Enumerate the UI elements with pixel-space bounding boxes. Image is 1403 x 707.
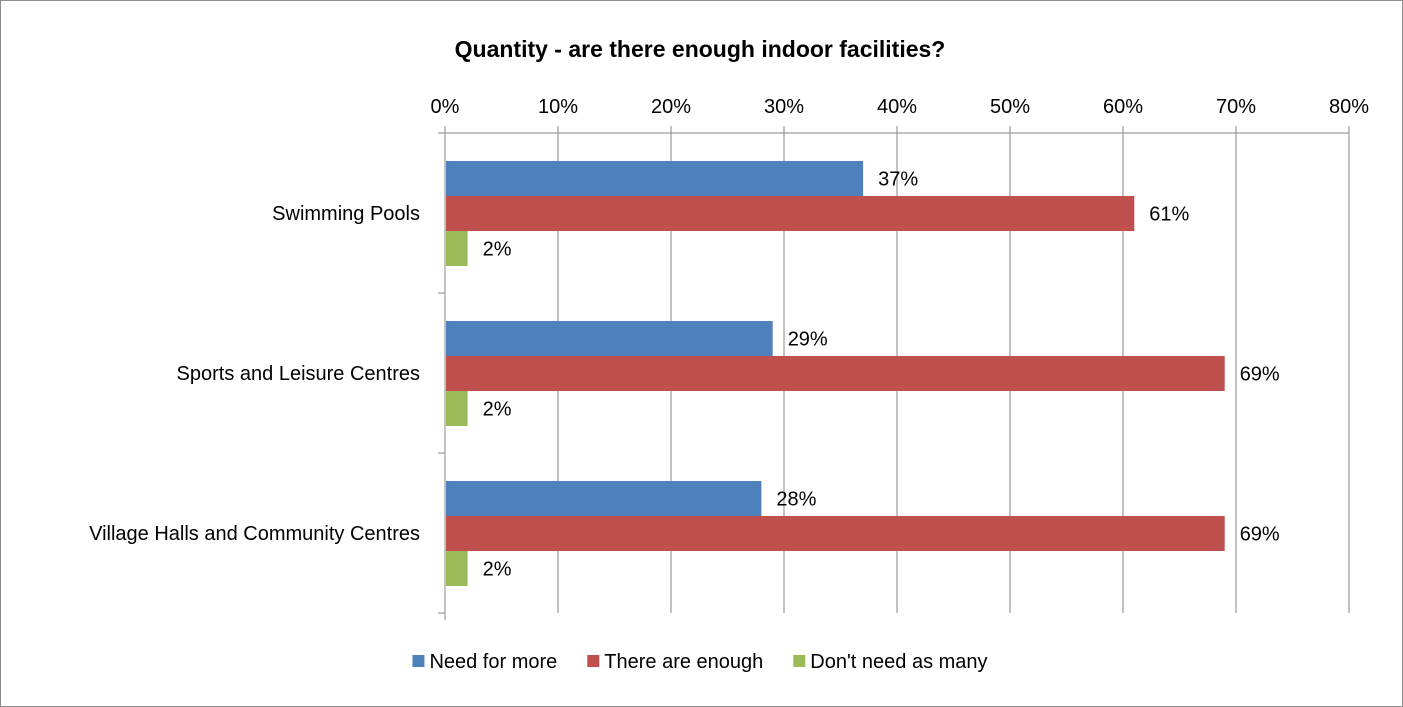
category-label: Village Halls and Community Centres: [89, 523, 420, 545]
x-tick-label: 70%: [1216, 96, 1256, 118]
x-tick-label: 20%: [651, 96, 691, 118]
bar: [446, 481, 762, 516]
x-tick-label: 60%: [1103, 96, 1143, 118]
data-label: 69%: [1240, 364, 1280, 386]
x-tick-label: 10%: [538, 96, 578, 118]
category-label: Sports and Leisure Centres: [177, 363, 420, 385]
bar: [446, 321, 773, 356]
data-label: 2%: [483, 239, 512, 261]
x-tick-label: 50%: [990, 96, 1030, 118]
bar: [446, 161, 864, 196]
data-label: 37%: [878, 169, 918, 191]
bars: [446, 161, 1225, 586]
bar: [446, 196, 1135, 231]
legend-label: Need for more: [429, 651, 557, 673]
chart-title: Quantity - are there enough indoor facil…: [455, 36, 946, 62]
legend-swatch: [587, 655, 600, 667]
bar: [446, 516, 1225, 551]
data-label: 2%: [483, 399, 512, 421]
data-label: 2%: [483, 559, 512, 581]
bar: [446, 231, 468, 266]
x-tick-label: 0%: [431, 96, 460, 118]
data-labels: 37% 61% 2% 29% 69% 2% 28% 69% 2%: [483, 169, 1280, 581]
legend-swatch: [412, 655, 425, 667]
legend-label: Don't need as many: [810, 651, 987, 673]
data-label: 28%: [776, 489, 816, 511]
legend: Need for more There are enough Don't need …: [412, 651, 988, 673]
x-tick-label: 80%: [1329, 96, 1369, 118]
legend-label: There are enough: [604, 651, 763, 673]
category-label: Swimming Pools: [272, 203, 420, 225]
bar: [446, 551, 468, 586]
x-tick-label: 30%: [764, 96, 804, 118]
data-label: 29%: [788, 329, 828, 351]
axis: 0% 10% 20% 30% 40% 50% 60% 70% 80% Swimming Pools…: [89, 96, 1369, 620]
bar: [446, 356, 1225, 391]
legend-swatch: [793, 655, 806, 667]
x-tick-label: 40%: [877, 96, 917, 118]
data-label: 69%: [1240, 524, 1280, 546]
data-label: 61%: [1149, 204, 1189, 226]
bar: [446, 391, 468, 426]
